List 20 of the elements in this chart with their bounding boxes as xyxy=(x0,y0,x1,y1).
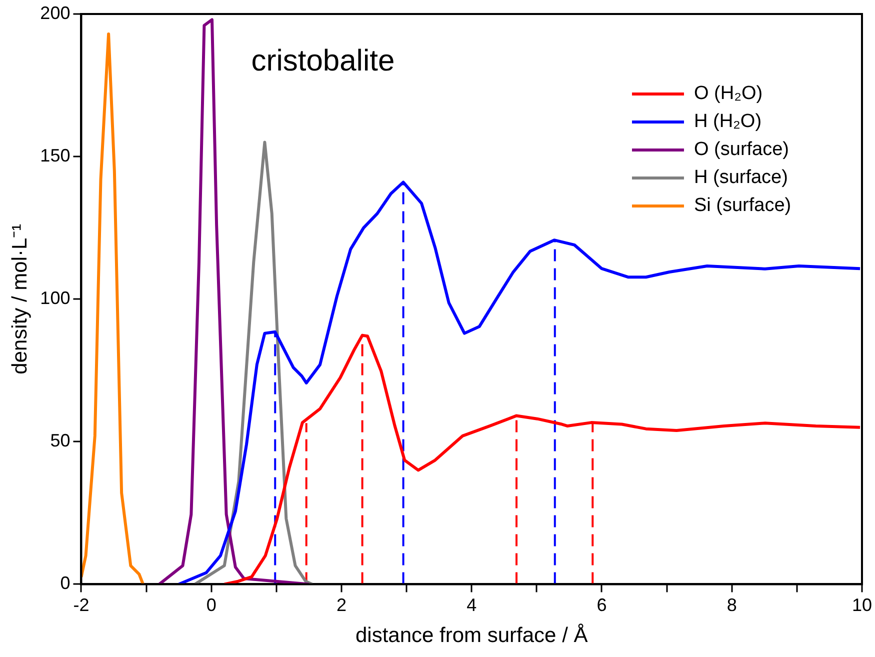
legend-label: H (surface) xyxy=(694,167,788,188)
y-tick-label: 100 xyxy=(40,288,70,308)
legend-label: Si (surface) xyxy=(694,195,792,216)
legend-label: H (H₂O) xyxy=(694,111,762,132)
x-tick-label: 10 xyxy=(852,594,872,615)
x-tick-label: 6 xyxy=(596,594,607,615)
y-tick-label: 0 xyxy=(60,573,70,594)
x-tick-label: -2 xyxy=(73,594,90,615)
x-tick-label: 2 xyxy=(336,594,346,615)
y-axis-title: density / mol·L⁻¹ xyxy=(8,224,32,374)
legend-label: O (H₂O) xyxy=(694,83,763,104)
x-tick-label: 4 xyxy=(466,594,477,615)
legend-label: O (surface) xyxy=(694,139,790,160)
y-tick-label: 150 xyxy=(40,146,70,166)
x-tick-label: 8 xyxy=(726,594,737,615)
x-tick-label: 0 xyxy=(206,594,216,615)
y-tick-label: 50 xyxy=(50,430,70,451)
annotation: cristobalite xyxy=(251,44,395,78)
x-axis-title: distance from surface / Å xyxy=(355,623,588,648)
y-tick-label: 200 xyxy=(40,2,70,23)
